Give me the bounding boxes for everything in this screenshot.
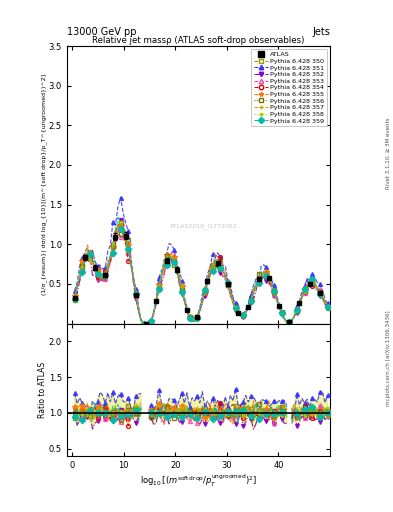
Title: Relative jet massρ (ATLAS soft-drop observables): Relative jet massρ (ATLAS soft-drop obse…	[92, 36, 305, 45]
X-axis label: $\log_{10}[(m^{\mathsf{soft\,drop}}/p_T^{\mathsf{ungroomed}})^2]$: $\log_{10}[(m^{\mathsf{soft\,drop}}/p_T^…	[140, 472, 257, 488]
Text: ATLAS2019_I1772062: ATLAS2019_I1772062	[170, 224, 238, 229]
Legend: ATLAS, Pythia 6.428 350, Pythia 6.428 351, Pythia 6.428 352, Pythia 6.428 353, P: ATLAS, Pythia 6.428 350, Pythia 6.428 35…	[251, 49, 327, 126]
Text: 13000 GeV pp: 13000 GeV pp	[67, 27, 136, 37]
Text: Jets: Jets	[312, 27, 330, 37]
Text: mcplots.cern.ch [arXiv:1306.3436]: mcplots.cern.ch [arXiv:1306.3436]	[386, 311, 391, 406]
Y-axis label: Ratio to ATLAS: Ratio to ATLAS	[39, 361, 48, 418]
Text: Rivet 3.1.10, ≥ 3M events: Rivet 3.1.10, ≥ 3M events	[386, 118, 391, 189]
Y-axis label: (1/σ_{resum}) dσ/d log_{10}[(m^{soft drop}/p_T^{ungroomed})^2]: (1/σ_{resum}) dσ/d log_{10}[(m^{soft dro…	[42, 74, 47, 295]
